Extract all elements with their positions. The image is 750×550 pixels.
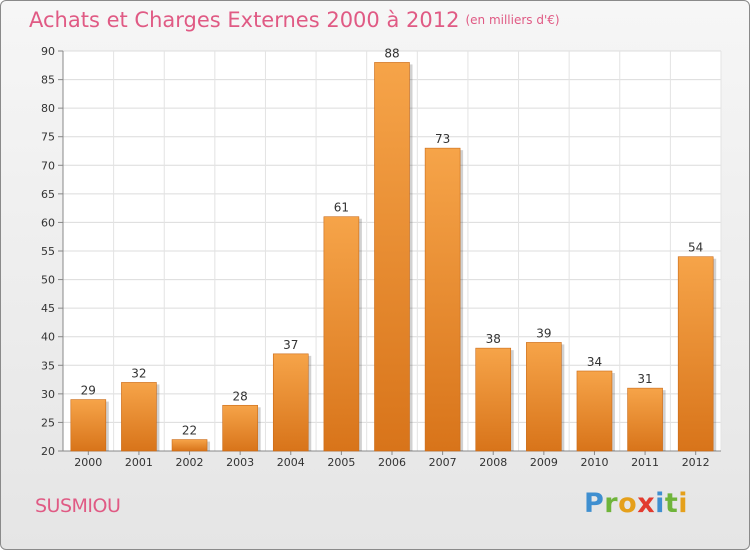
x-tick-label: 2004 [277, 456, 305, 469]
logo-letter: i [678, 488, 689, 519]
x-tick-label: 2003 [226, 456, 254, 469]
value-label: 22 [182, 424, 197, 438]
chart-title-text: Achats et Charges Externes 2000 à 2012 [29, 8, 460, 32]
y-tick-label: 75 [41, 131, 55, 144]
logo-letter: x [637, 488, 656, 519]
commune-name: SUSMIOU [35, 495, 121, 517]
x-tick-label: 2008 [479, 456, 507, 469]
logo-letter: o [618, 488, 638, 519]
value-label: 73 [435, 132, 450, 146]
y-tick-label: 70 [41, 159, 55, 172]
y-tick-label: 80 [41, 102, 55, 115]
y-tick-label: 30 [41, 388, 55, 401]
y-tick-label: 35 [41, 359, 55, 372]
value-label: 37 [283, 338, 298, 352]
logo-letter: P [584, 488, 605, 519]
y-tick-label: 50 [41, 274, 55, 287]
value-label: 29 [81, 384, 96, 398]
y-tick-label: 85 [41, 74, 55, 87]
logo-letter: r [604, 488, 619, 519]
y-tick-label: 55 [41, 245, 55, 258]
bar [677, 256, 714, 452]
x-tick-label: 2006 [378, 456, 406, 469]
value-label: 28 [233, 389, 248, 403]
x-tick-label: 2009 [530, 456, 558, 469]
bar [323, 216, 360, 452]
x-tick-label: 2011 [631, 456, 659, 469]
chart-title: Achats et Charges Externes 2000 à 2012 (e… [29, 8, 560, 32]
x-tick-label: 2005 [327, 456, 355, 469]
logo-letter: t [664, 488, 679, 519]
value-label: 54 [688, 241, 703, 255]
value-label: 39 [536, 326, 551, 340]
value-label: 32 [131, 366, 146, 380]
x-tick-label: 2001 [125, 456, 153, 469]
bar [272, 353, 309, 452]
bars [70, 62, 717, 452]
value-label: 31 [637, 372, 652, 386]
y-tick-label: 65 [41, 188, 55, 201]
y-tick-label: 25 [41, 416, 55, 429]
bar [70, 399, 107, 452]
bar [627, 387, 663, 452]
bar [222, 404, 258, 452]
x-tick-label: 2007 [429, 456, 457, 469]
value-label: 61 [334, 201, 349, 215]
y-tick-label: 40 [41, 331, 55, 344]
bar [374, 62, 410, 452]
x-tick-label: 2002 [176, 456, 204, 469]
value-label: 34 [587, 355, 602, 369]
proxiti-logo[interactable]: Proxiti [584, 488, 688, 519]
logo-letter: i [655, 488, 665, 519]
labels: 20 25 30 35 40 45 50 55 60 65 70 75 80 85 90 29 2000 32 20… [41, 45, 710, 469]
x-tick-label: 2000 [74, 456, 102, 469]
bar [576, 370, 613, 452]
bar [475, 347, 512, 452]
y-tick-label: 20 [41, 445, 55, 458]
x-tick-label: 2010 [580, 456, 608, 469]
chart-subtitle: (en milliers d'€) [465, 13, 560, 27]
bar [526, 342, 562, 452]
y-tick-label: 90 [41, 45, 55, 58]
y-tick-label: 60 [41, 216, 55, 229]
y-tick-label: 45 [41, 302, 55, 315]
value-label: 38 [486, 332, 501, 346]
bar [171, 439, 208, 452]
bar [424, 147, 461, 452]
bar [121, 382, 157, 452]
value-label: 88 [384, 46, 399, 60]
x-tick-label: 2012 [682, 456, 710, 469]
